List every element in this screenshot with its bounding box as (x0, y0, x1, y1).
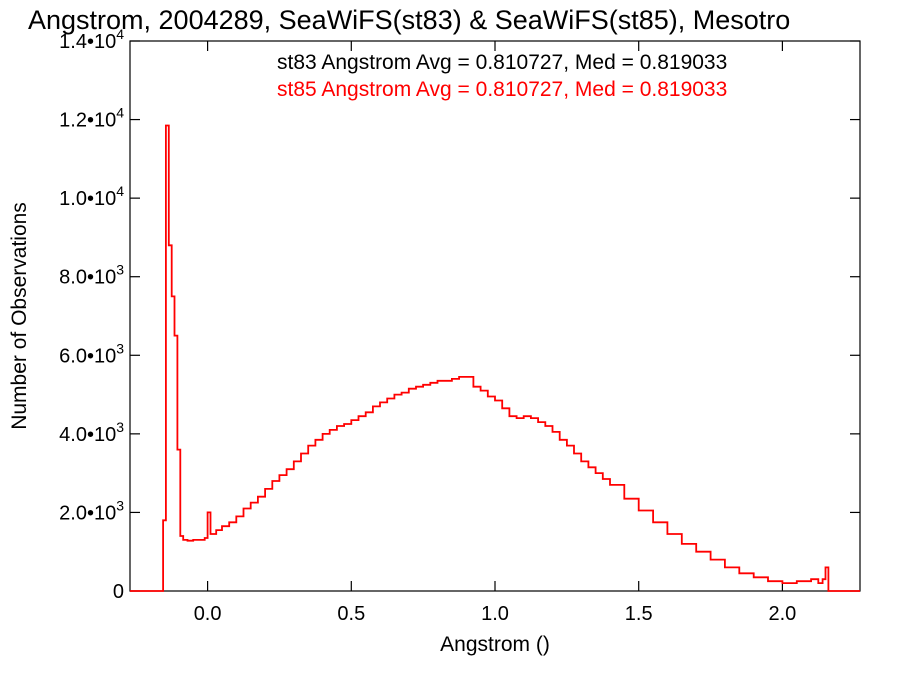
y-tick-label: 8.0•103 (59, 262, 124, 289)
y-tick-label: 1.4•104 (59, 26, 124, 53)
y-tick-label: 2.0•103 (59, 497, 124, 524)
x-tick-label: 0.0 (194, 603, 222, 625)
plot-frame (129, 40, 861, 592)
y-tick-label: 6.0•103 (59, 340, 124, 367)
stat-annotation-st83: st83 Angstrom Avg = 0.810727, Med = 0.81… (277, 51, 727, 74)
x-axis-label: Angstrom () (440, 633, 550, 656)
y-tick-label: 1.2•104 (59, 105, 124, 132)
stat-annotation-st85: st85 Angstrom Avg = 0.810727, Med = 0.81… (277, 78, 727, 101)
y-axis: 0 2.0•103 4.0•103 6.0•103 8.0•103 1.0•104 1.2•… (59, 26, 860, 603)
x-axis: 0.0 0.5 1.0 1.5 2.0 (194, 41, 796, 625)
y-tick-label: 0 (113, 581, 124, 603)
series-layer (130, 124, 860, 592)
chart-title: Angstrom, 2004289, SeaWiFS(st83) & SeaWi… (28, 5, 790, 35)
y-tick-label: 1.0•104 (59, 183, 124, 210)
x-tick-label: 1.5 (625, 603, 653, 625)
x-tick-label: 1.0 (481, 603, 509, 625)
x-tick-label: 2.0 (768, 603, 796, 625)
series-line-0 (130, 124, 860, 592)
y-axis-label: Number of Observations (8, 202, 31, 430)
x-tick-label: 0.5 (337, 603, 365, 625)
y-tick-label: 4.0•103 (59, 419, 124, 446)
